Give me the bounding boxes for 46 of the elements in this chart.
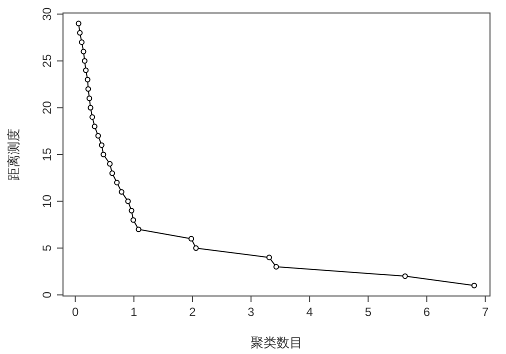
point <box>92 124 98 130</box>
point <box>402 273 408 279</box>
point <box>98 142 104 148</box>
x-tick-label: 4 <box>306 305 314 319</box>
point <box>266 254 272 260</box>
point <box>114 180 120 186</box>
x-tick-label: 0 <box>72 305 79 319</box>
x-tick-label: 3 <box>248 305 255 319</box>
x-tick-label: 1 <box>130 305 138 319</box>
point <box>88 104 94 111</box>
point <box>193 245 199 251</box>
point <box>100 152 106 158</box>
y-tick-label: 25 <box>40 54 54 68</box>
point <box>86 96 92 102</box>
x-axis-title: 聚类数目 <box>250 335 302 350</box>
point <box>128 208 134 214</box>
point <box>78 39 85 45</box>
point <box>136 226 142 232</box>
point <box>80 48 86 54</box>
point <box>82 58 88 64</box>
x-tick-label: 7 <box>482 305 489 319</box>
y-tick-label: 15 <box>40 148 54 162</box>
point <box>188 236 194 242</box>
point <box>77 30 83 36</box>
point <box>107 161 113 167</box>
x-tick-label: 2 <box>189 305 196 319</box>
y-tick-label: 10 <box>40 194 54 208</box>
y-tick-label: 30 <box>40 7 54 21</box>
point <box>125 198 131 204</box>
point <box>471 282 477 288</box>
point <box>83 67 89 74</box>
point <box>273 264 280 270</box>
point <box>85 86 91 92</box>
point <box>109 170 115 176</box>
point <box>89 114 96 120</box>
y-tick-label: 5 <box>40 244 54 252</box>
y-tick-label: 20 <box>40 100 54 114</box>
point <box>95 132 101 139</box>
x-tick-label: 5 <box>364 305 372 319</box>
y-tick-label: 0 <box>40 291 54 298</box>
y-axis-title: 距离测度 <box>6 128 21 180</box>
point <box>84 76 90 82</box>
point <box>76 20 82 26</box>
point <box>130 217 136 223</box>
x-tick-label: 6 <box>423 305 430 319</box>
point <box>118 189 124 195</box>
